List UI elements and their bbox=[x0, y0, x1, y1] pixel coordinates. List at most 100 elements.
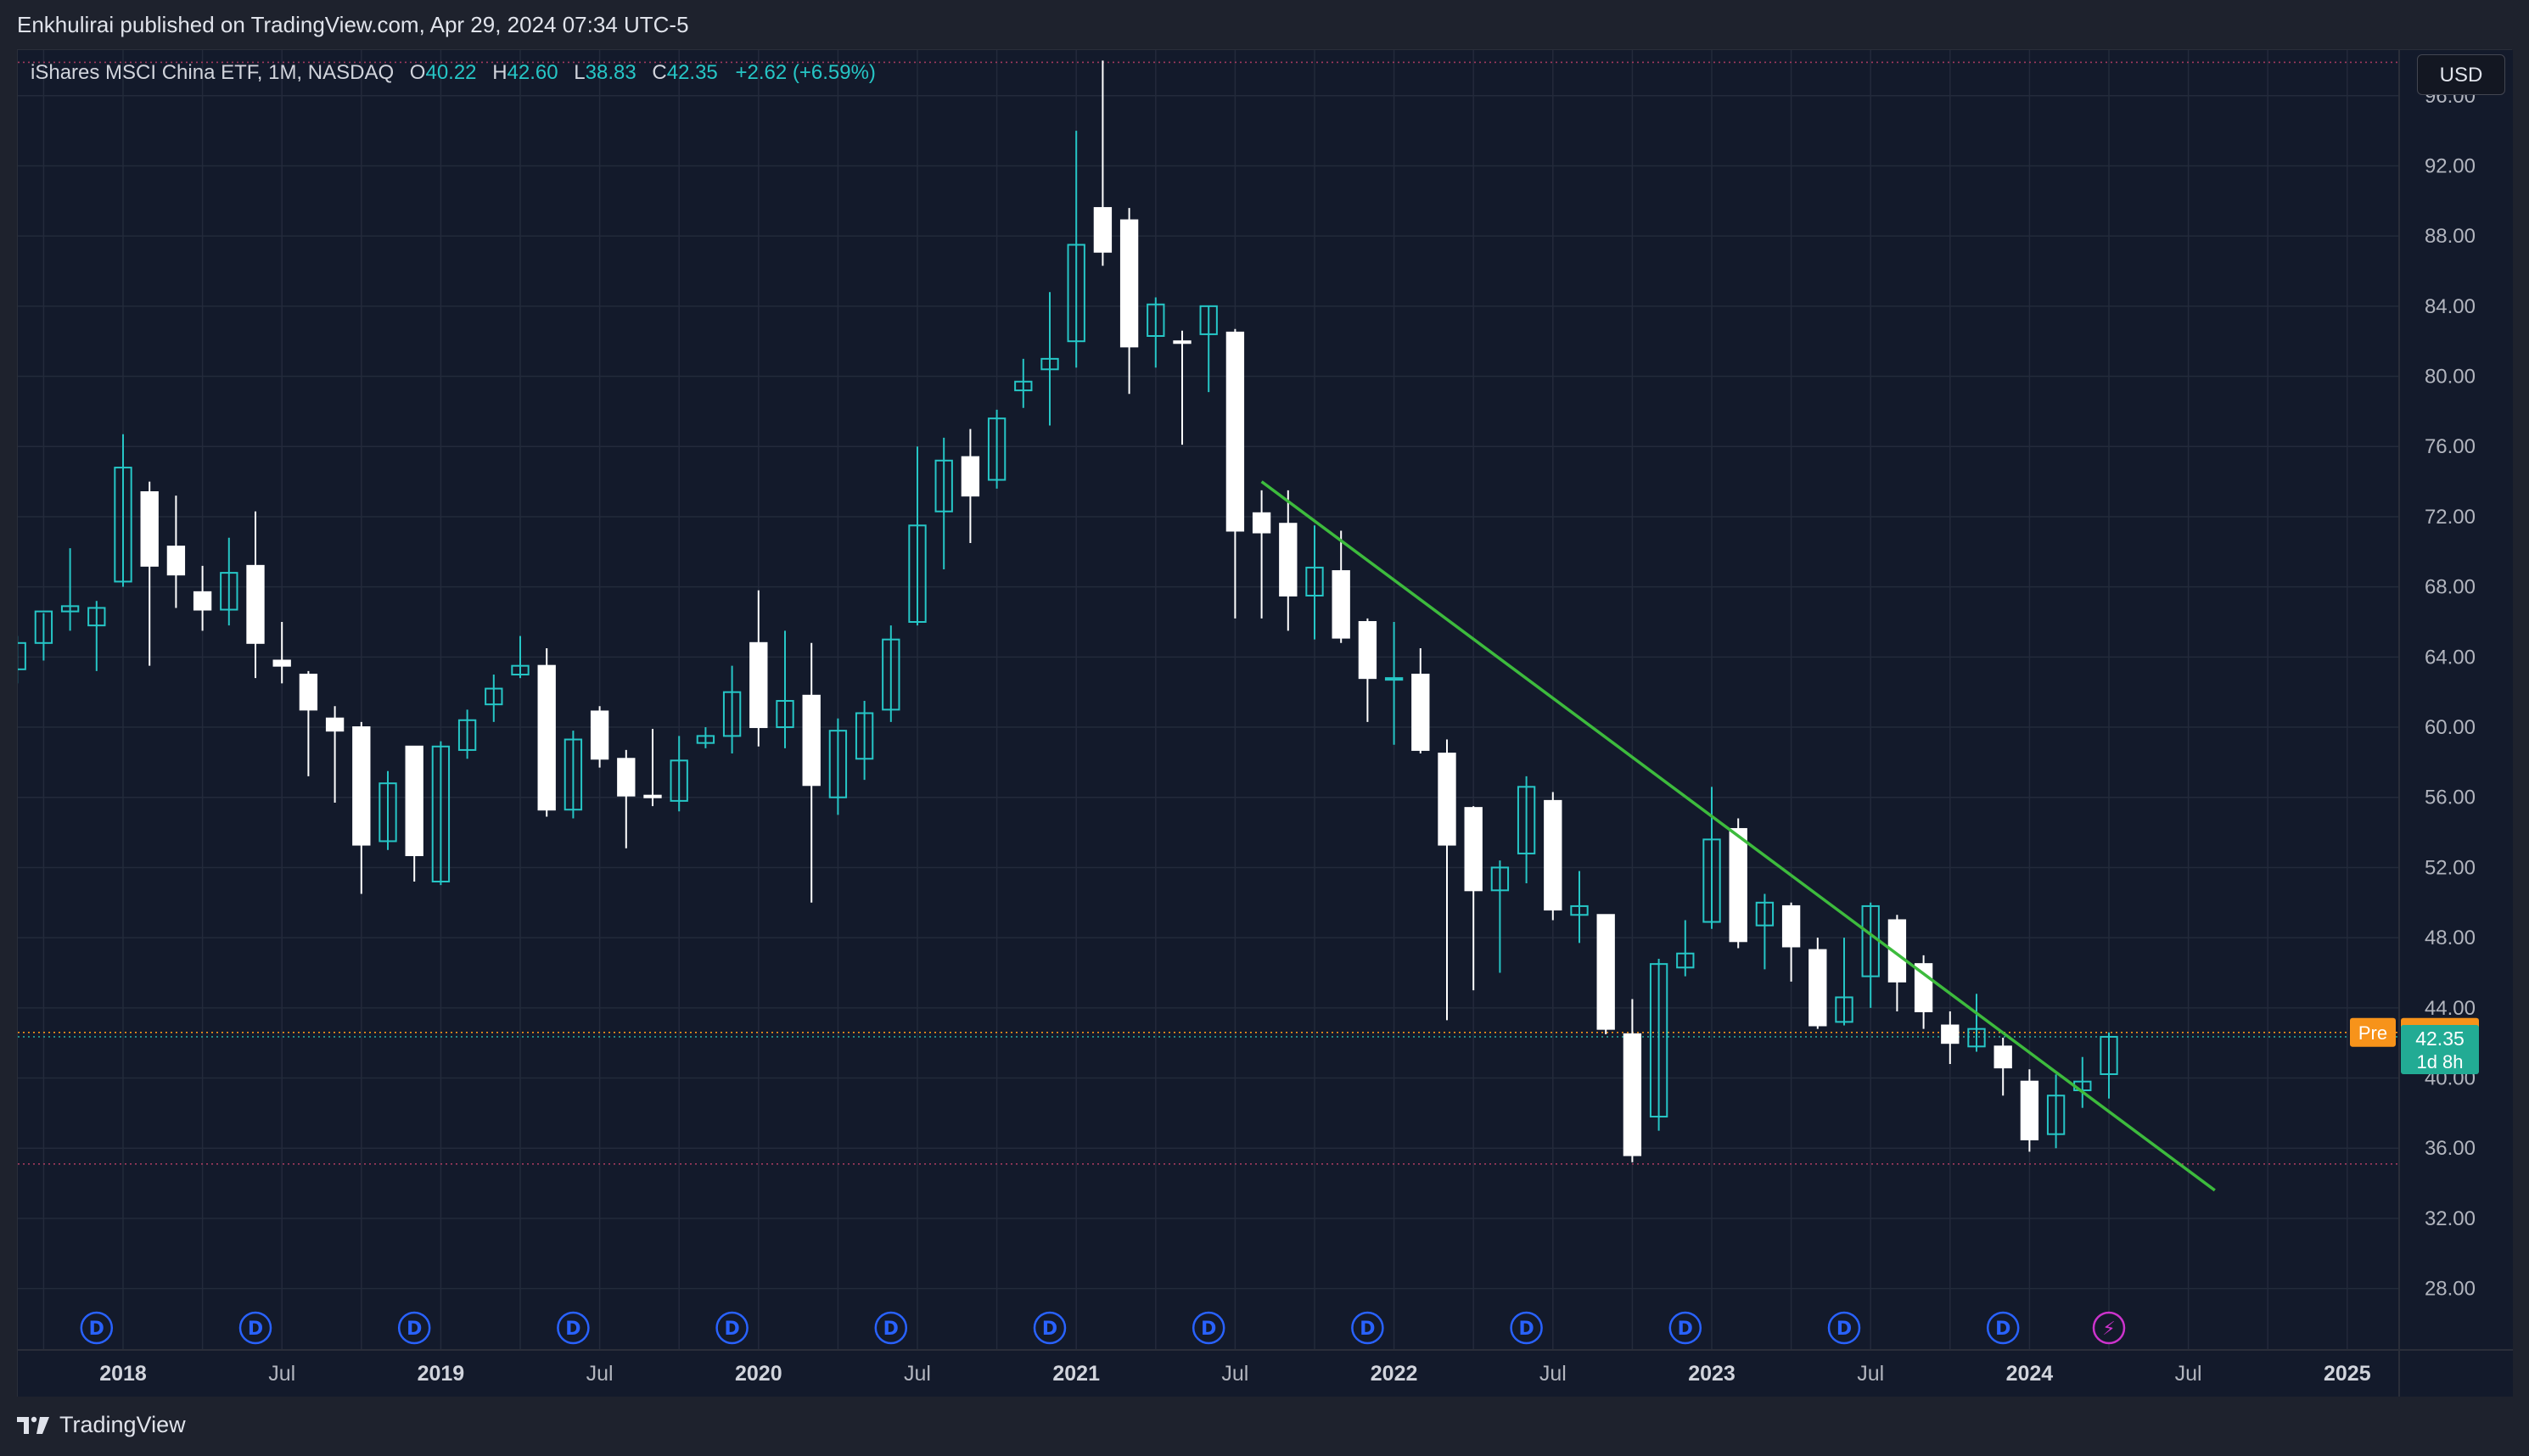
open-label: O bbox=[409, 61, 426, 84]
event-marker-label: D bbox=[407, 1319, 422, 1340]
price-tick-label: 44.00 bbox=[2425, 997, 2476, 1020]
candle-body-up bbox=[220, 572, 238, 611]
time-tick-label: Jul bbox=[1857, 1362, 1884, 1386]
last-price-value: 42.35 bbox=[2415, 1028, 2465, 1050]
time-tick-label: 2018 bbox=[99, 1362, 147, 1386]
candle-body-down bbox=[2020, 1080, 2039, 1140]
candle-body-up bbox=[87, 607, 106, 627]
candle-body-down bbox=[961, 456, 980, 497]
candle-body-up bbox=[1570, 904, 1589, 916]
candle-body-up bbox=[2100, 1035, 2118, 1075]
price-tick-label: 36.00 bbox=[2425, 1137, 2476, 1160]
candle-body-up bbox=[1305, 566, 1324, 596]
price-tick-label: 84.00 bbox=[2425, 295, 2476, 318]
change-value: +2.62 (+6.59%) bbox=[735, 61, 876, 84]
candle-body-up bbox=[776, 700, 794, 729]
candle-body-up bbox=[696, 735, 715, 744]
candle-body-down bbox=[1119, 219, 1139, 348]
candle-body-down bbox=[1596, 914, 1615, 1030]
candle-body-down bbox=[1544, 799, 1562, 911]
dividend-marker-icon bbox=[1033, 1311, 1067, 1345]
price-tick-label: 92.00 bbox=[2425, 154, 2476, 177]
time-tick-label: 2021 bbox=[1052, 1362, 1100, 1386]
candle-body-up bbox=[2046, 1095, 2066, 1135]
candle-body-up bbox=[1384, 677, 1404, 681]
price-tick-label: 60.00 bbox=[2425, 716, 2476, 739]
candle-body-down bbox=[166, 546, 186, 576]
candle-body-down bbox=[352, 726, 371, 846]
time-tick-label: 2023 bbox=[1688, 1362, 1736, 1386]
candle-body-up bbox=[987, 417, 1007, 481]
candle-body-down bbox=[1729, 827, 1747, 943]
close-label: C bbox=[652, 61, 667, 84]
event-marker-label: D bbox=[89, 1319, 104, 1340]
price-tick-label: 56.00 bbox=[2425, 787, 2476, 809]
dividend-marker-icon bbox=[1986, 1311, 2020, 1345]
event-marker-label: D bbox=[883, 1319, 899, 1340]
dividend-marker-icon bbox=[1510, 1311, 1543, 1345]
tradingview-logo[interactable]: TradingView bbox=[17, 1412, 186, 1438]
price-tick-label: 68.00 bbox=[2425, 576, 2476, 599]
chart-panel[interactable]: 28.00 32.00 36.00 40.00 44.00 48.00 52.00 56.00… bbox=[17, 49, 2513, 1397]
currency-button[interactable]: USD bbox=[2417, 54, 2505, 95]
high-label: H bbox=[492, 61, 507, 84]
candle-body-down bbox=[1993, 1045, 2012, 1069]
event-marker-label: D bbox=[1678, 1319, 1693, 1340]
candle-body-down bbox=[643, 794, 662, 798]
candle-body-up bbox=[511, 664, 530, 676]
candle-body-up bbox=[908, 524, 927, 623]
candle-body-up bbox=[60, 605, 80, 613]
candle-body-down bbox=[1623, 1033, 1642, 1156]
candle-body-up bbox=[670, 759, 688, 802]
time-tick-label: 2020 bbox=[735, 1362, 782, 1386]
candle-body-down bbox=[1332, 570, 1350, 639]
event-marker-label: D bbox=[565, 1319, 580, 1340]
candle-body-up bbox=[1702, 838, 1721, 923]
candle-body-up bbox=[1649, 963, 1668, 1118]
dividend-marker-icon bbox=[1192, 1311, 1225, 1345]
candle-body-up bbox=[431, 745, 451, 882]
candle-body-down bbox=[1464, 807, 1483, 892]
candle-body-down bbox=[299, 674, 318, 711]
candle-body-up bbox=[934, 459, 953, 512]
price-tick-label: 80.00 bbox=[2425, 366, 2476, 389]
candle-body-down bbox=[405, 745, 423, 856]
candle-body-down bbox=[1173, 340, 1192, 344]
candle-body-up bbox=[1676, 952, 1695, 969]
candle-body-up bbox=[1199, 305, 1218, 335]
candle-body-up bbox=[722, 691, 742, 737]
price-tick-label: 72.00 bbox=[2425, 506, 2476, 529]
candle-body-down bbox=[1252, 512, 1271, 534]
price-tick-label: 88.00 bbox=[2425, 225, 2476, 248]
dividend-marker-icon bbox=[1668, 1311, 1702, 1345]
dividend-marker-icon bbox=[557, 1311, 590, 1345]
candle-body-down bbox=[1781, 904, 1801, 948]
candlestick-chart[interactable]: 28.0032.0036.0040.0044.0048.0052.0056.00… bbox=[18, 50, 2513, 1397]
low-value: 38.83 bbox=[585, 61, 636, 84]
candle-body-down bbox=[1411, 674, 1430, 751]
candle-body-down bbox=[325, 717, 345, 732]
candle-body-down bbox=[1887, 919, 1907, 983]
dividend-marker-icon bbox=[80, 1311, 114, 1345]
tradingview-logo-icon bbox=[17, 1416, 49, 1434]
candle-body-up bbox=[485, 687, 503, 706]
candle-body-up bbox=[1014, 380, 1033, 392]
event-marker-label: D bbox=[1201, 1319, 1216, 1340]
time-tick-label: 2019 bbox=[418, 1362, 465, 1386]
candle-body-up bbox=[18, 641, 26, 670]
price-tick-label: 32.00 bbox=[2425, 1207, 2476, 1230]
event-marker-label: D bbox=[724, 1319, 739, 1340]
time-tick-label: Jul bbox=[2175, 1362, 2202, 1386]
pre-tag-label: Pre bbox=[2358, 1022, 2387, 1044]
symbol-legend: iShares MSCI China ETF, 1M, NASDAQ O40.2… bbox=[31, 61, 876, 85]
dividend-marker-icon bbox=[715, 1311, 749, 1345]
event-marker-label: D bbox=[1836, 1319, 1852, 1340]
high-value: 42.60 bbox=[507, 61, 558, 84]
dividend-marker-icon bbox=[874, 1311, 908, 1345]
candle-body-down bbox=[193, 591, 212, 611]
pre-tag-label-box bbox=[2350, 1017, 2396, 1047]
price-tick-label: 28.00 bbox=[2425, 1278, 2476, 1301]
candle-body-down bbox=[1093, 207, 1113, 253]
candle-body-up bbox=[34, 610, 53, 644]
close-value: 42.35 bbox=[666, 61, 718, 84]
